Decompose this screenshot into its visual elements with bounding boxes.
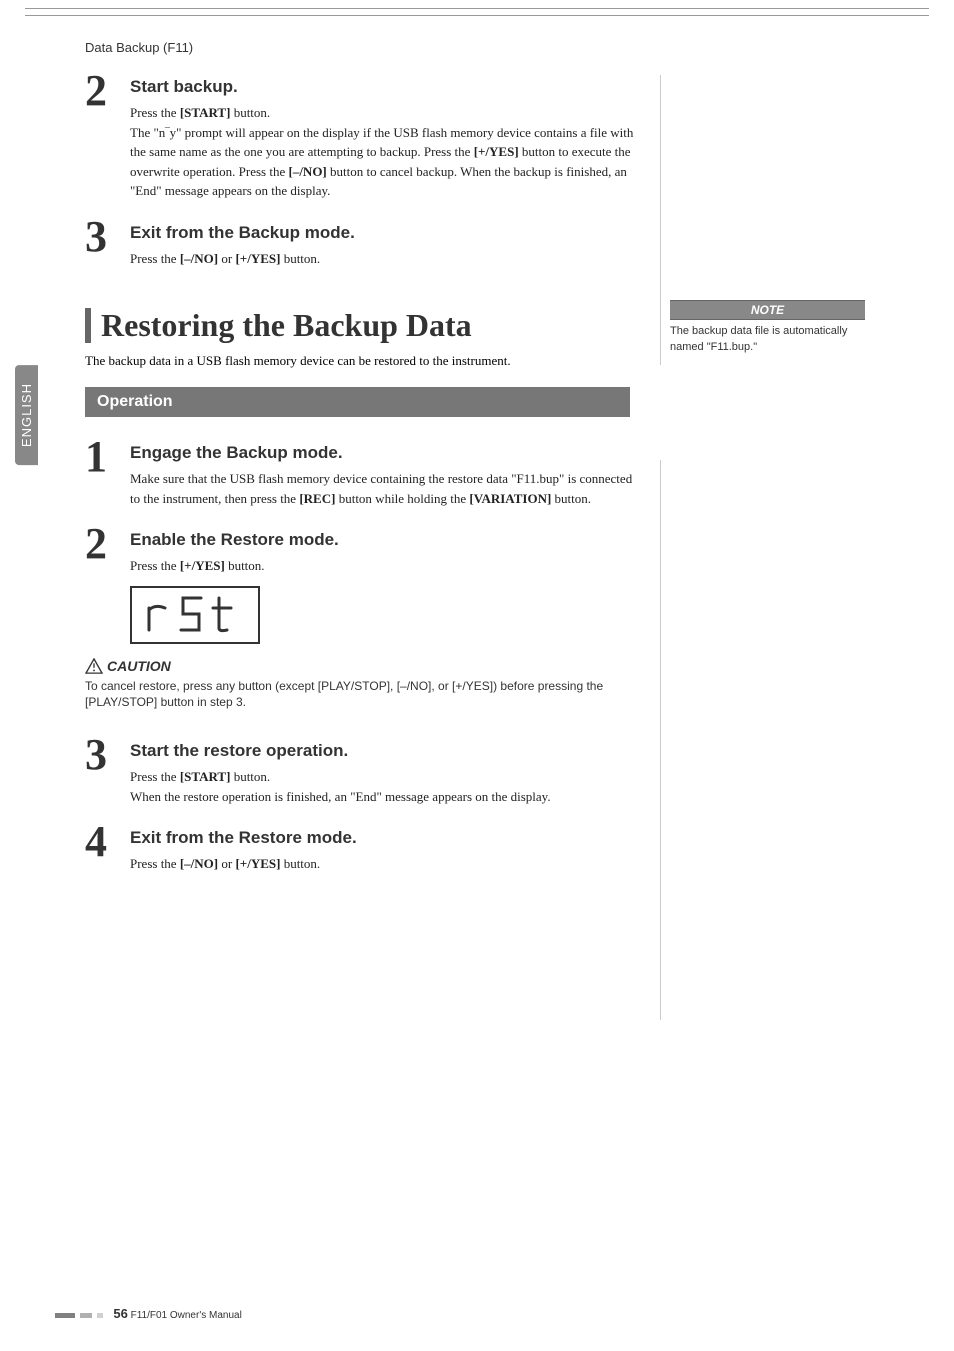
footer-bar (55, 1313, 75, 1318)
caution-body: To cancel restore, press any button (exc… (85, 678, 645, 712)
sidebar-divider-top (660, 75, 661, 365)
page-number: 56 (113, 1306, 127, 1321)
caution-label: CAUTION (107, 658, 171, 674)
restore-step-4: 4 Exit from the Restore mode. Press the … (85, 816, 645, 874)
restore-step-1: 1 Engage the Backup mode. Make sure that… (85, 431, 645, 508)
restore-step-3: 3 Start the restore operation. Press the… (85, 729, 645, 806)
backup-step-2: 2 Start backup. Press the [START] button… (85, 65, 645, 201)
step-body: Press the [–/NO] or [+/YES] button. (130, 854, 645, 874)
caution-heading: CAUTION (85, 658, 645, 674)
language-tab: ENGLISH (15, 365, 38, 465)
restore-step-2: 2 Enable the Restore mode. Press the [+/… (85, 518, 645, 576)
sidebar-divider-bottom (660, 460, 661, 1020)
step-title: Enable the Restore mode. (130, 518, 645, 550)
section-intro: The backup data in a USB flash memory de… (85, 353, 645, 369)
step-title: Start backup. (130, 65, 645, 97)
step-number: 2 (85, 518, 107, 569)
backup-step-3: 3 Exit from the Backup mode. Press the [… (85, 211, 645, 269)
step-body: Press the [START] button.The "n‾y" promp… (130, 103, 645, 201)
note-box: NOTE The backup data file is automatical… (670, 300, 865, 356)
warning-triangle-icon (85, 658, 103, 674)
step-number: 3 (85, 729, 107, 780)
sidebar: NOTE The backup data file is automatical… (670, 75, 865, 356)
step-body: Press the [START] button.When the restor… (130, 767, 645, 806)
step-title: Start the restore operation. (130, 729, 645, 761)
main-content: 2 Start backup. Press the [START] button… (85, 65, 645, 884)
seven-segment-icon (135, 588, 255, 638)
page-footer: 56 F11/F01 Owner's Manual (55, 1306, 242, 1321)
step-title: Engage the Backup mode. (130, 431, 645, 463)
note-header: NOTE (670, 300, 865, 320)
note-body: The backup data file is automatically na… (670, 320, 865, 356)
operation-bar: Operation (85, 387, 630, 417)
section-heading: Restoring the Backup Data (85, 308, 645, 343)
step-body: Press the [+/YES] button. (130, 556, 645, 576)
manual-title: F11/F01 Owner's Manual (131, 1310, 242, 1321)
step-title: Exit from the Restore mode. (130, 816, 645, 848)
step-number: 2 (85, 65, 107, 116)
step-number: 1 (85, 431, 107, 482)
breadcrumb: Data Backup (F11) (85, 40, 193, 55)
footer-bars-icon (55, 1310, 105, 1321)
step-number: 3 (85, 211, 107, 262)
step-title: Exit from the Backup mode. (130, 211, 645, 243)
lcd-display (130, 586, 260, 644)
footer-bar (97, 1313, 103, 1318)
step-body: Press the [–/NO] or [+/YES] button. (130, 249, 645, 269)
step-body: Make sure that the USB flash memory devi… (130, 469, 645, 508)
page-top-rule (25, 8, 929, 16)
footer-bar (80, 1313, 92, 1318)
step-number: 4 (85, 816, 107, 867)
